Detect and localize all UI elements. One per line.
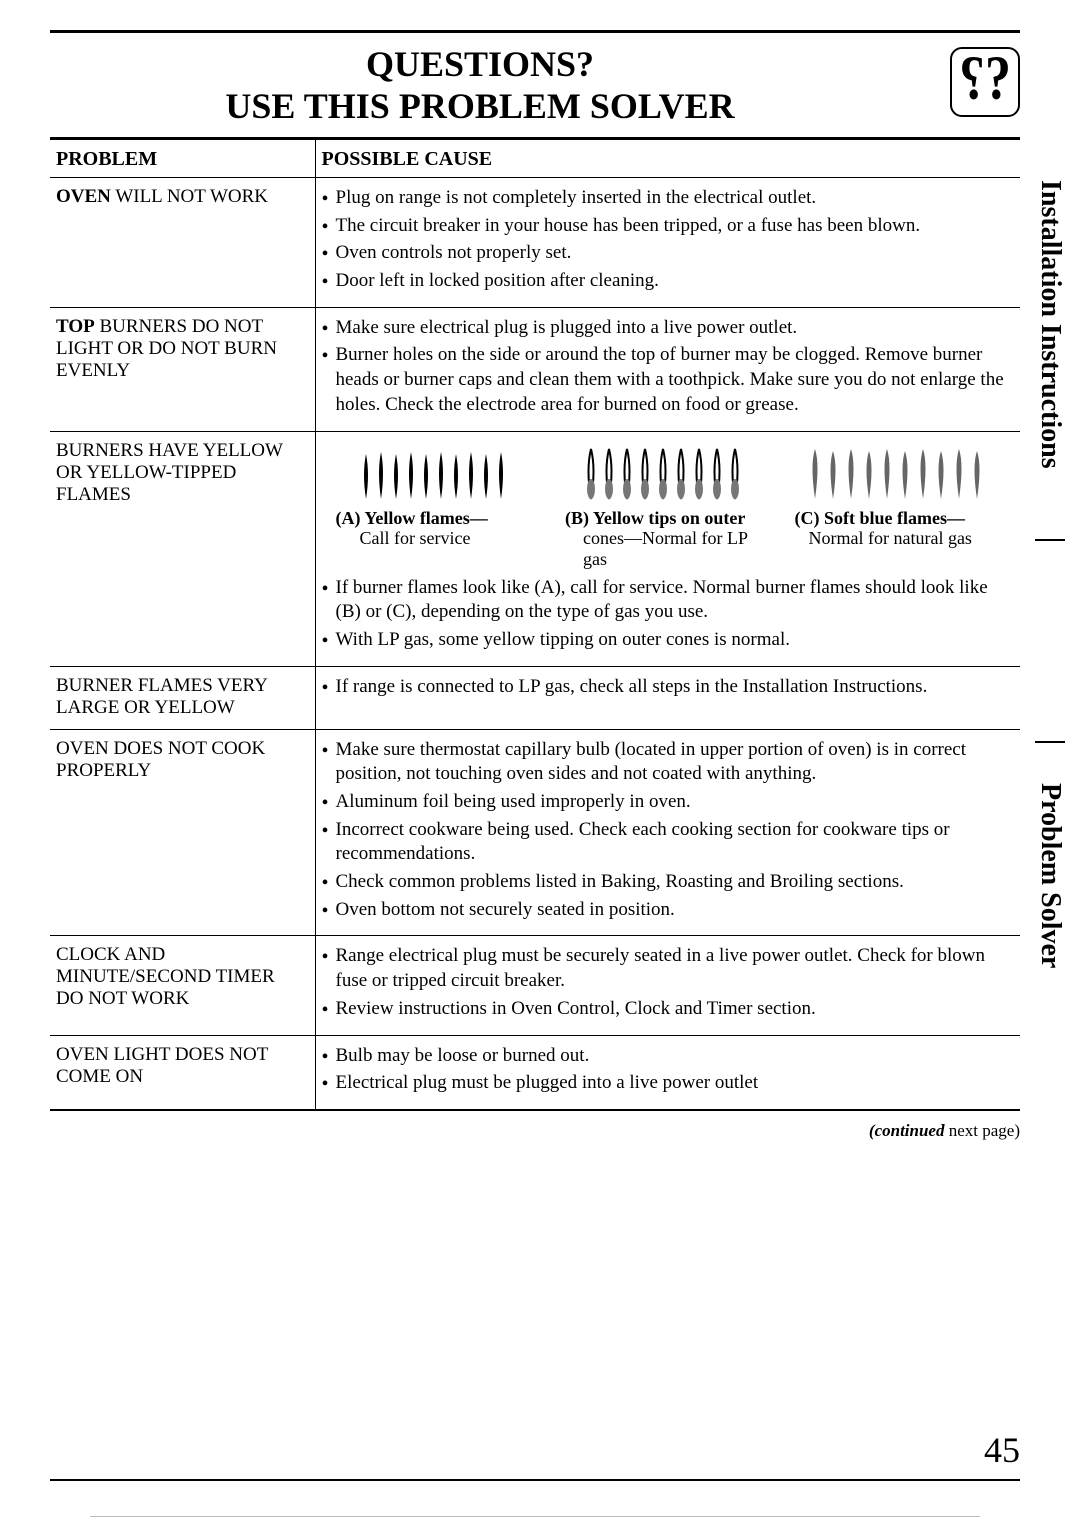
cause-item: Oven bottom not securely seated in posit… (322, 898, 1011, 923)
cause-item: Incorrect cookware being used. Check eac… (322, 818, 1011, 867)
cause-cell: Range electrical plug must be securely s… (315, 936, 1020, 1035)
cause-item: Aluminum foil being used improperly in o… (322, 790, 1011, 815)
flame-caption: (A) Yellow flames— Call for service (332, 508, 542, 549)
cause-item: With LP gas, some yellow tipping on oute… (322, 628, 1011, 653)
flame-caption: (C) Soft blue flames— Normal for natural… (791, 508, 1001, 549)
cause-item: Oven controls not properly set. (322, 241, 1011, 266)
cause-cell: Make sure electrical plug is plugged int… (315, 307, 1020, 431)
cause-item: Make sure electrical plug is plugged int… (322, 316, 1011, 341)
title-line1: QUESTIONS? (50, 43, 910, 85)
cause-item: Range electrical plug must be securely s… (322, 944, 1011, 993)
table-row: TOP BURNERS DO NOT LIGHT OR DO NOT BURN … (50, 307, 1020, 431)
side-tab-problem-solver: Problem Solver (1034, 783, 1066, 968)
table-row: BURNERS HAVE YELLOW OR YELLOW-TIPPED FLA… (50, 431, 1020, 666)
table-row: BURNER FLAMES VERY LARGE OR YELLOW If ra… (50, 666, 1020, 729)
cause-item: Review instructions in Oven Control, Clo… (322, 997, 1011, 1022)
table-row: OVEN DOES NOT COOK PROPERLY Make sure th… (50, 729, 1020, 936)
side-tab-separator (1035, 539, 1065, 541)
flame-figure-b: (B) Yellow tips on outer cones—Normal fo… (561, 444, 771, 570)
cause-item: Door left in locked position after clean… (322, 269, 1011, 294)
continued-note: (continued next page) (50, 1121, 1020, 1141)
bottom-light-rule (90, 1516, 980, 1517)
cause-item: Bulb may be loose or burned out. (322, 1044, 1011, 1069)
side-tab-separator (1035, 741, 1065, 743)
cause-cell: If range is connected to LP gas, check a… (315, 666, 1020, 729)
problem-cell: OVEN WILL NOT WORK (50, 178, 315, 308)
cause-item: Electrical plug must be plugged into a l… (322, 1071, 1011, 1096)
cause-item: If burner flames look like (A), call for… (322, 576, 1011, 625)
flame-caption: (B) Yellow tips on outer cones—Normal fo… (561, 508, 771, 570)
cause-cell: Make sure thermostat capillary bulb (loc… (315, 729, 1020, 936)
table-row: OVEN WILL NOT WORK Plug on range is not … (50, 178, 1020, 308)
bottom-rule (50, 1479, 1020, 1481)
cause-item: Make sure thermostat capillary bulb (loc… (322, 738, 1011, 787)
problem-cell: BURNERS HAVE YELLOW OR YELLOW-TIPPED FLA… (50, 431, 315, 666)
page-number: 45 (984, 1429, 1020, 1471)
flame-illustration-row: (A) Yellow flames— Call for service (322, 440, 1011, 576)
cause-item: The circuit breaker in your house has be… (322, 214, 1011, 239)
cause-item: Check common problems listed in Baking, … (322, 870, 1011, 895)
cause-item: Plug on range is not completely inserted… (322, 186, 1011, 211)
table-row: CLOCK AND MINUTE/SECOND TIMER DO NOT WOR… (50, 936, 1020, 1035)
problem-cell: BURNER FLAMES VERY LARGE OR YELLOW (50, 666, 315, 729)
col-header-problem: PROBLEM (50, 139, 315, 178)
cause-cell: Bulb may be loose or burned out. Electri… (315, 1035, 1020, 1110)
problem-cell: OVEN LIGHT DOES NOT COME ON (50, 1035, 315, 1110)
problem-cell: TOP BURNERS DO NOT LIGHT OR DO NOT BURN … (50, 307, 315, 431)
problem-cell: CLOCK AND MINUTE/SECOND TIMER DO NOT WOR… (50, 936, 315, 1035)
question-icon: ?? (950, 47, 1020, 117)
side-tabs: Installation Instructions Problem Solver (1030, 180, 1070, 1441)
side-tab-installation: Installation Instructions (1034, 180, 1066, 469)
cause-cell: Plug on range is not completely inserted… (315, 178, 1020, 308)
flame-c-icon (805, 444, 985, 504)
flame-figure-a: (A) Yellow flames— Call for service (332, 444, 542, 570)
cause-item: If range is connected to LP gas, check a… (322, 675, 1011, 700)
title-line2: USE THIS PROBLEM SOLVER (50, 85, 910, 127)
flame-b-icon (581, 444, 751, 504)
cause-item: Burner holes on the side or around the t… (322, 343, 1011, 417)
cause-cell: (A) Yellow flames— Call for service (315, 431, 1020, 666)
col-header-cause: POSSIBLE CAUSE (315, 139, 1020, 178)
table-row: OVEN LIGHT DOES NOT COME ON Bulb may be … (50, 1035, 1020, 1110)
flame-figure-c: (C) Soft blue flames— Normal for natural… (791, 444, 1001, 570)
problem-cell: OVEN DOES NOT COOK PROPERLY (50, 729, 315, 936)
title-block: QUESTIONS? USE THIS PROBLEM SOLVER (50, 43, 950, 127)
header-row: QUESTIONS? USE THIS PROBLEM SOLVER ?? (50, 43, 1020, 127)
problem-solver-table: PROBLEM POSSIBLE CAUSE OVEN WILL NOT WOR… (50, 137, 1020, 1111)
page-content: QUESTIONS? USE THIS PROBLEM SOLVER ?? PR… (50, 30, 1020, 1141)
flame-a-icon (356, 444, 516, 504)
